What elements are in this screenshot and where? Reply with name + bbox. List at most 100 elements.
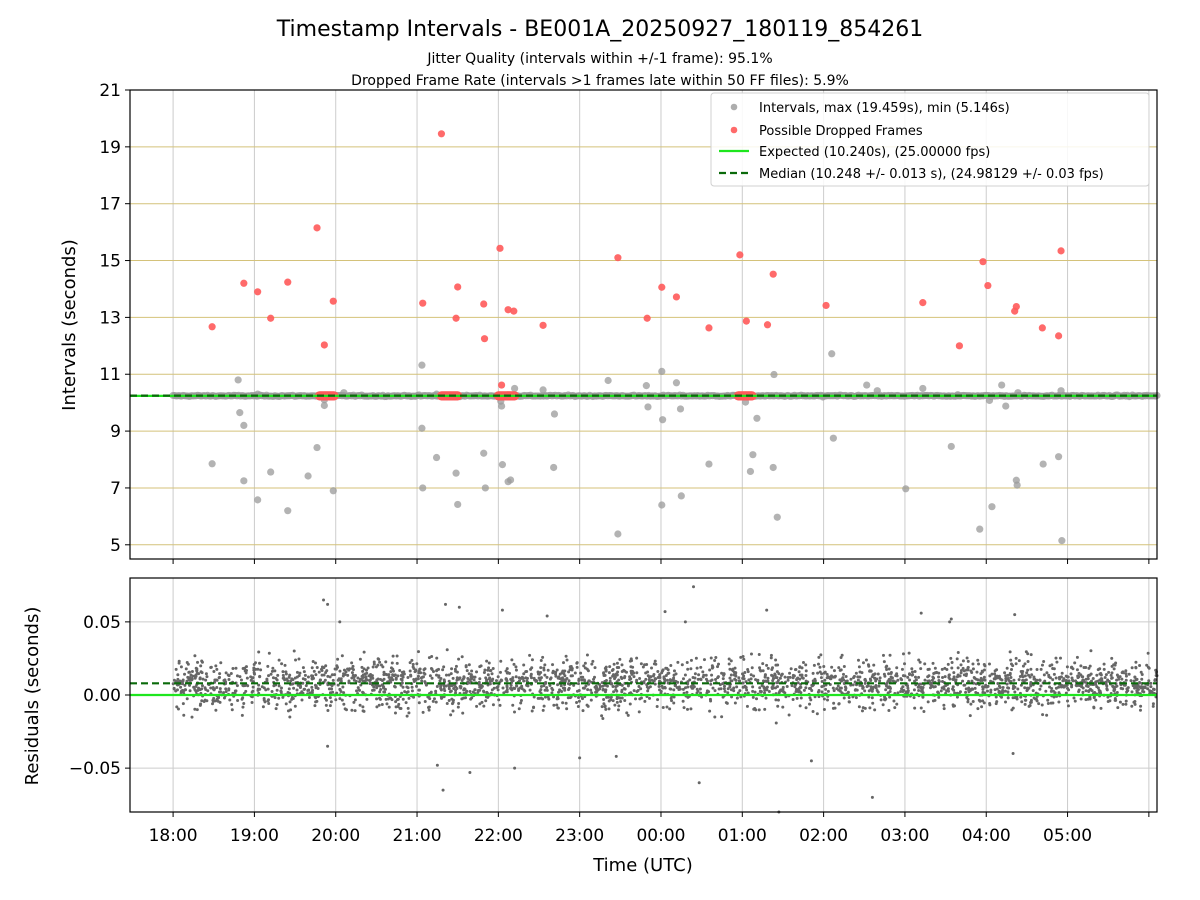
residual-point <box>620 663 624 667</box>
residual-point <box>644 671 648 675</box>
dropped-frame-points <box>208 130 1065 389</box>
residual-point <box>982 701 986 705</box>
residual-point <box>615 661 619 665</box>
residual-point <box>482 690 486 694</box>
residual-point <box>1106 695 1110 699</box>
residual-point <box>912 688 916 692</box>
residual-point <box>1017 659 1021 663</box>
residual-point <box>1109 673 1113 677</box>
residual-point <box>556 683 560 687</box>
residual-point <box>591 659 595 663</box>
residual-point <box>315 665 319 669</box>
residuals-xtick-label-0: 18:00 <box>149 826 198 846</box>
residual-point <box>716 665 720 669</box>
dropped-frame-point <box>643 314 651 322</box>
residual-point <box>1057 691 1061 695</box>
residual-point <box>576 696 580 700</box>
residual-point <box>462 675 466 679</box>
residual-point <box>722 684 726 688</box>
residual-point <box>271 676 275 680</box>
residual-point <box>289 679 293 683</box>
residual-point <box>982 675 986 679</box>
interval-point <box>988 503 996 511</box>
dropped-frame-point <box>510 307 518 315</box>
residual-point <box>372 688 376 692</box>
residual-point <box>435 673 439 677</box>
residual-point <box>761 662 765 666</box>
residual-point <box>952 678 956 682</box>
residual-point <box>586 688 590 692</box>
residual-point <box>442 678 446 682</box>
residual-point <box>884 665 888 669</box>
residual-point <box>676 680 680 684</box>
residual-point <box>190 677 194 681</box>
residual-point <box>459 685 463 689</box>
residual-point <box>896 691 900 695</box>
residual-point <box>375 686 379 690</box>
residual-point <box>256 687 260 691</box>
residual-point <box>415 684 419 688</box>
residual-point <box>1091 676 1095 680</box>
residual-point <box>281 670 285 674</box>
residual-point <box>717 687 721 691</box>
residual-point <box>1053 691 1057 695</box>
residual-point <box>391 667 395 671</box>
residual-point <box>218 700 222 704</box>
residual-point <box>871 701 875 705</box>
residual-point <box>448 690 452 694</box>
residual-point <box>545 686 549 690</box>
residual-point <box>860 684 864 688</box>
residual-point <box>1070 676 1074 680</box>
residual-point <box>666 668 670 672</box>
residual-point <box>781 685 785 689</box>
residual-point <box>195 708 199 712</box>
residual-point <box>1124 678 1128 682</box>
residual-point <box>970 679 974 683</box>
residual-point <box>693 676 697 680</box>
residual-point <box>746 670 750 674</box>
dropped-frame-point <box>504 306 512 314</box>
residual-point <box>1004 677 1008 681</box>
residual-point <box>267 674 271 678</box>
residual-point <box>477 680 481 684</box>
residual-point <box>702 658 706 662</box>
residual-point <box>174 667 178 671</box>
residual-point <box>287 687 291 691</box>
residual-point <box>444 673 448 677</box>
legend-label-intervals: Intervals, max (19.459s), min (5.146s) <box>759 101 1010 116</box>
residual-point <box>310 691 314 695</box>
residual-point <box>832 669 836 673</box>
residual-point <box>816 662 820 666</box>
dropped-frame-point <box>480 300 488 308</box>
residual-point <box>1099 677 1103 681</box>
residual-point <box>901 652 905 656</box>
residual-point <box>1040 663 1044 667</box>
residual-point <box>311 659 315 663</box>
residual-point <box>1059 684 1063 688</box>
residual-point <box>672 701 676 705</box>
residual-point <box>725 701 729 705</box>
residual-point <box>537 676 541 680</box>
residual-point <box>833 675 837 679</box>
residual-point <box>913 670 917 674</box>
residual-point <box>328 696 332 700</box>
interval-point <box>208 460 216 468</box>
residual-point <box>470 669 474 673</box>
residual-point <box>661 686 665 690</box>
residual-point <box>888 653 892 657</box>
residual-point <box>1111 685 1115 689</box>
residual-point <box>739 655 743 659</box>
residual-point <box>969 669 973 673</box>
residual-point <box>451 676 455 680</box>
residual-point <box>504 677 508 681</box>
residual-point <box>429 667 433 671</box>
interval-point <box>863 381 871 389</box>
residual-point <box>408 669 412 673</box>
residual-point <box>694 656 698 660</box>
residual-point <box>331 678 335 682</box>
interval-point <box>1055 453 1063 461</box>
residual-point <box>1127 672 1131 676</box>
residual-point <box>1006 690 1010 694</box>
residual-point <box>648 696 652 700</box>
residual-point <box>623 669 627 673</box>
